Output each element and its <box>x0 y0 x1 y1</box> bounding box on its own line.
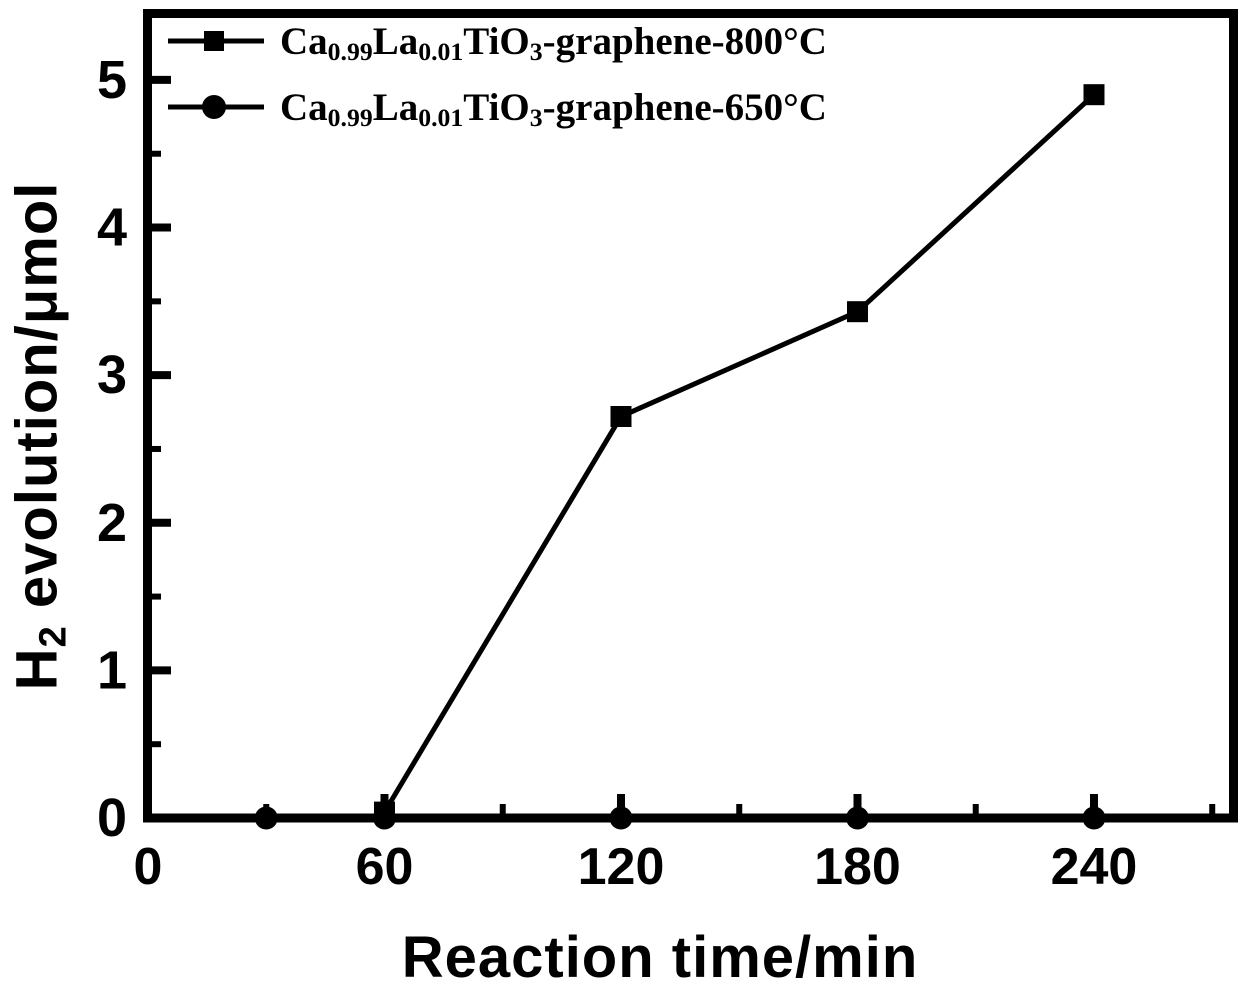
data-point-square-marker <box>610 405 632 427</box>
legend-item: Ca0.99La0.01TiO3-graphene-800°C <box>166 8 827 74</box>
square-marker-icon <box>168 31 264 51</box>
label-subscript: 0.01 <box>418 102 464 132</box>
legend-square <box>204 31 224 51</box>
x-tick-label: 120 <box>578 838 665 896</box>
y-tick-label: 3 <box>97 345 127 405</box>
label-text: TiO <box>463 85 530 129</box>
label-text: -graphene-650°C <box>542 85 827 129</box>
y-axis-title: H2 evolution/μmol <box>4 181 75 691</box>
label-text: La <box>372 19 419 63</box>
label-subscript: 3 <box>529 36 543 66</box>
x-tick-label: 60 <box>356 838 414 896</box>
legend-circle <box>202 95 226 119</box>
series-line <box>382 92 1096 814</box>
x-tick-label: 240 <box>1051 838 1138 896</box>
label-subscript: 0.99 <box>327 36 373 66</box>
label-text: -graphene-800°C <box>542 19 827 63</box>
label-subscript: 3 <box>529 102 543 132</box>
x-axis-title: Reaction time/min <box>401 925 919 990</box>
y-tick-label: 1 <box>97 640 127 700</box>
legend-label: Ca0.99La0.01TiO3-graphene-650°C <box>280 85 827 131</box>
label-text: Ca <box>280 85 328 129</box>
x-tick-label: 0 <box>134 838 163 896</box>
label-text: Ca <box>280 19 328 63</box>
plot-frame <box>143 9 1238 823</box>
legend-label: Ca0.99La0.01TiO3-graphene-800°C <box>280 19 827 65</box>
y-tick-label: 5 <box>97 50 127 110</box>
y-tick-label: 0 <box>97 788 127 848</box>
label-text: La <box>372 85 419 129</box>
legend-item: Ca0.99La0.01TiO3-graphene-650°C <box>166 74 827 140</box>
label-subscript: 0.99 <box>327 102 373 132</box>
data-point-square-marker <box>1083 84 1105 106</box>
x-tick-label: 180 <box>814 838 901 896</box>
label-subscript: 2 <box>31 625 75 648</box>
circle-marker-icon <box>168 95 264 119</box>
label-text: TiO <box>463 19 530 63</box>
label-text: H <box>4 647 70 691</box>
label-text: evolution/μmol <box>4 181 70 626</box>
y-tick-label: 4 <box>97 198 127 258</box>
y-tick-label: 2 <box>97 493 127 553</box>
legend: Ca0.99La0.01TiO3-graphene-800°C Ca0.99La0… <box>166 8 827 140</box>
data-point-square-marker <box>846 301 868 323</box>
label-subscript: 0.01 <box>418 36 464 66</box>
